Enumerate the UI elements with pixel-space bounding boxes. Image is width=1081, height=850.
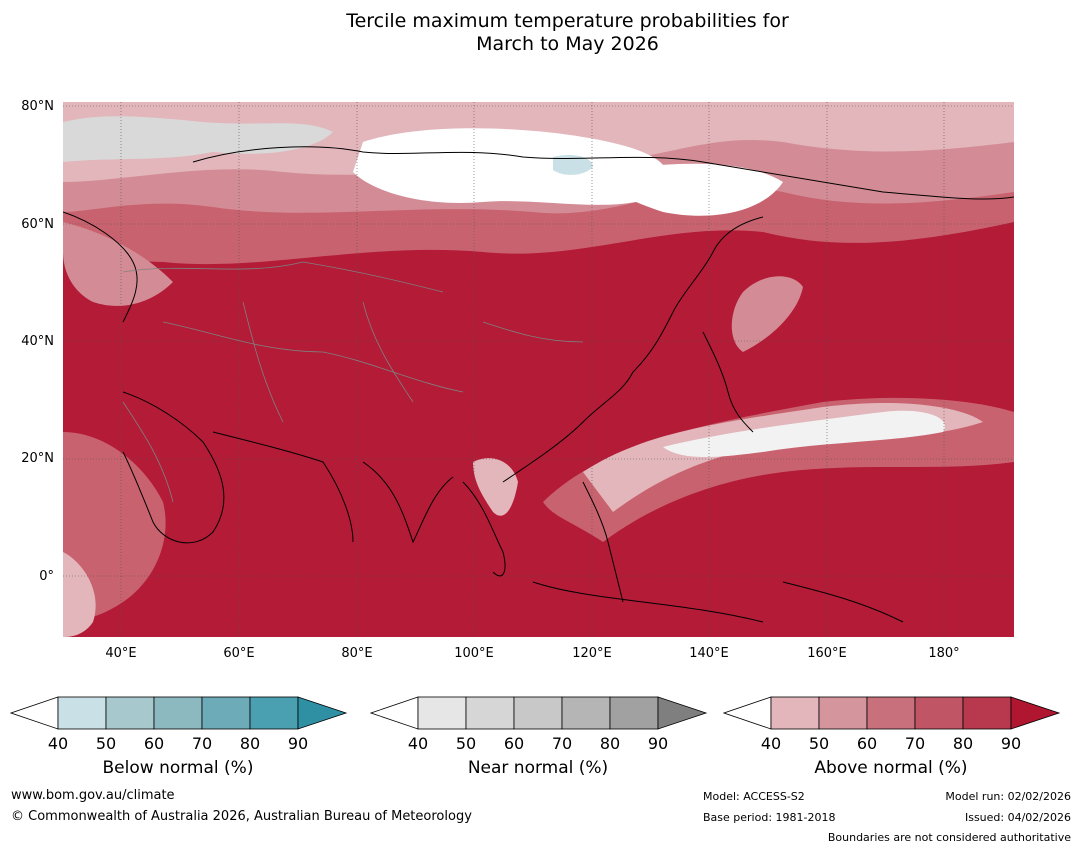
lon-label-80e: 80°E bbox=[341, 646, 373, 661]
lon-label-100e: 100°E bbox=[454, 646, 494, 661]
tick: 60 bbox=[856, 734, 878, 753]
colorbar-swatch bbox=[609, 696, 659, 730]
colorbar-swatch bbox=[153, 696, 203, 730]
colorbar-swatch bbox=[962, 696, 1012, 730]
east-africa-light-area bbox=[63, 552, 96, 637]
tick: 50 bbox=[95, 734, 117, 753]
country-borders bbox=[122, 261, 584, 503]
base-period: Base period: 1981-2018 bbox=[703, 811, 836, 824]
graticule bbox=[63, 102, 1014, 637]
lon-label-140e: 140°E bbox=[689, 646, 729, 661]
colorbar-swatch bbox=[249, 696, 299, 730]
tick: 50 bbox=[808, 734, 830, 753]
below-normal-patch bbox=[553, 155, 593, 175]
colorbar-near-swatches bbox=[369, 696, 708, 730]
tick: 70 bbox=[904, 734, 926, 753]
colorbar-near-caption: Near normal (%) bbox=[467, 758, 609, 778]
tick: 70 bbox=[191, 734, 213, 753]
model-name: Model: ACCESS-S2 bbox=[703, 790, 805, 803]
colorbar-swatch bbox=[914, 696, 964, 730]
colorbar-under-triangle bbox=[722, 696, 772, 730]
lon-label-60e: 60°E bbox=[223, 646, 255, 661]
tick: 60 bbox=[503, 734, 525, 753]
colorbar-swatch bbox=[417, 696, 467, 730]
colorbar-under-triangle bbox=[9, 696, 59, 730]
tick: 40 bbox=[407, 734, 429, 753]
colorbar-over-triangle bbox=[297, 696, 348, 730]
lon-label-160e: 160°E bbox=[807, 646, 847, 661]
tick: 90 bbox=[1000, 734, 1022, 753]
colorbar-below-caption: Below normal (%) bbox=[102, 758, 254, 778]
colorbar-above-caption: Above normal (%) bbox=[814, 758, 968, 778]
map-svg bbox=[63, 102, 1014, 637]
lat-label-20n: 20°N bbox=[21, 451, 54, 466]
colorbar-under-triangle bbox=[369, 696, 419, 730]
lon-label-40e: 40°E bbox=[105, 646, 137, 661]
title-line-2: March to May 2026 bbox=[476, 33, 659, 55]
africa-moderate-area bbox=[63, 432, 166, 619]
tick: 60 bbox=[143, 734, 165, 753]
tick: 80 bbox=[239, 734, 261, 753]
colorbar-above-swatches bbox=[722, 696, 1061, 730]
tick: 90 bbox=[287, 734, 309, 753]
tick: 40 bbox=[47, 734, 69, 753]
kuril-moderate-area bbox=[731, 276, 803, 352]
colorbar-over-triangle bbox=[657, 696, 708, 730]
indochina-light-area bbox=[473, 458, 518, 516]
europe-moderate-area bbox=[63, 222, 173, 306]
lat-label-40n: 40°N bbox=[21, 334, 54, 349]
model-run-date: Model run: 02/02/2026 bbox=[945, 790, 1071, 803]
colorbar-near-normal: 40 50 60 70 80 90 Near normal (%) bbox=[369, 696, 710, 778]
colorbar-swatch bbox=[201, 696, 251, 730]
colorbar-swatch bbox=[105, 696, 155, 730]
map-title: Tercile maximum temperature probabilitie… bbox=[0, 10, 1081, 56]
tick: 40 bbox=[760, 734, 782, 753]
boundaries-disclaimer: Boundaries are not considered authoritat… bbox=[827, 831, 1071, 844]
coastlines bbox=[63, 146, 1014, 623]
colorbar-swatch bbox=[818, 696, 868, 730]
colorbar-swatch bbox=[465, 696, 515, 730]
lon-label-120e: 120°E bbox=[572, 646, 612, 661]
colorbar-above-normal: 40 50 60 70 80 90 Above normal (%) bbox=[722, 696, 1063, 778]
colorbar-over-triangle bbox=[1010, 696, 1061, 730]
siberia-low-prob-area bbox=[353, 128, 669, 205]
colorbar-below-swatches bbox=[9, 696, 348, 730]
colorbar-swatch bbox=[561, 696, 611, 730]
pacific-near-normal-band bbox=[663, 410, 945, 457]
near-normal-patch-west bbox=[63, 116, 333, 162]
colorbar-swatch bbox=[866, 696, 916, 730]
tick: 80 bbox=[952, 734, 974, 753]
tick: 50 bbox=[455, 734, 477, 753]
issued-date: Issued: 04/02/2026 bbox=[964, 811, 1071, 824]
probability-map bbox=[63, 102, 1014, 637]
tick: 90 bbox=[647, 734, 669, 753]
website-link[interactable]: www.bom.gov.au/climate bbox=[11, 788, 175, 803]
copyright-text: © Commonwealth of Australia 2026, Austra… bbox=[11, 809, 472, 824]
lat-label-80n: 80°N bbox=[21, 99, 54, 114]
colorbar-swatch bbox=[770, 696, 820, 730]
east-siberia-white-patch bbox=[603, 163, 783, 216]
lat-label-0: 0° bbox=[39, 569, 54, 584]
title-line-1: Tercile maximum temperature probabilitie… bbox=[346, 10, 789, 32]
colorbar-below-normal: 40 50 60 70 80 90 Below normal (%) bbox=[9, 696, 350, 778]
tick: 70 bbox=[551, 734, 573, 753]
tick: 80 bbox=[599, 734, 621, 753]
lat-label-60n: 60°N bbox=[21, 217, 54, 232]
colorbar-swatch bbox=[513, 696, 563, 730]
lon-label-180: 180° bbox=[928, 646, 960, 661]
colorbar-swatch bbox=[57, 696, 107, 730]
